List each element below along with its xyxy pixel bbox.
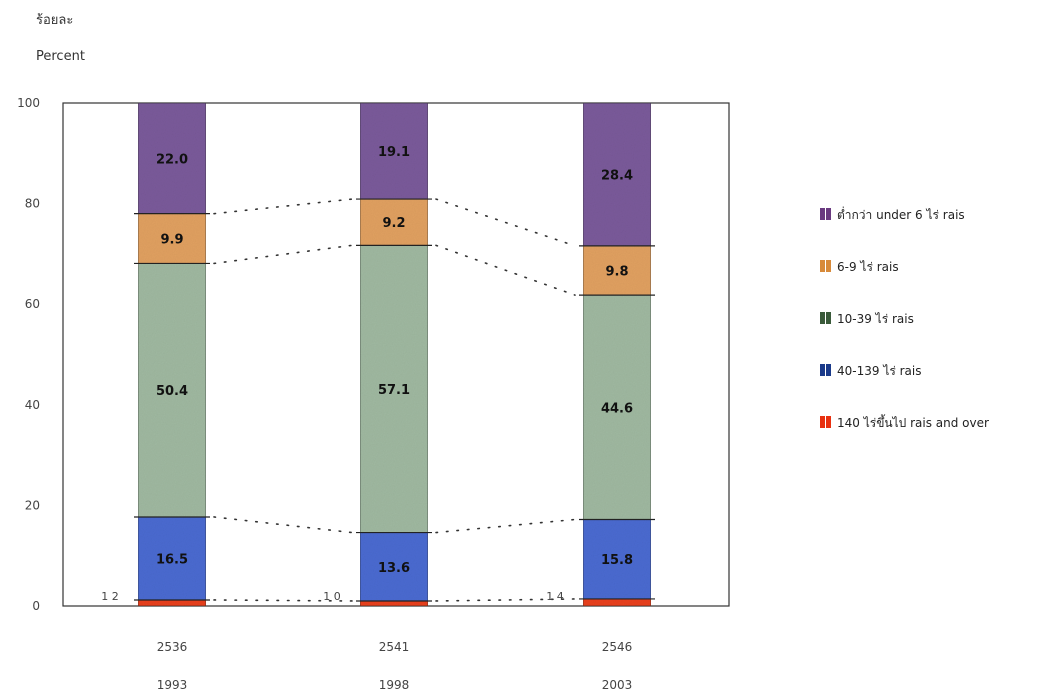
data-label: 28.4 bbox=[601, 168, 633, 183]
legend-swatch bbox=[826, 364, 831, 376]
y-tick-label: 40 bbox=[25, 398, 40, 412]
bar-segment bbox=[359, 532, 429, 602]
bar-segment bbox=[359, 600, 429, 607]
connector-lines bbox=[213, 198, 576, 602]
connector-line bbox=[435, 244, 576, 296]
legend-swatch bbox=[826, 208, 831, 220]
y-title: Percent bbox=[36, 49, 85, 64]
y-tick-label: 0 bbox=[32, 599, 40, 613]
legend-swatch bbox=[826, 416, 831, 428]
connector-line bbox=[435, 598, 576, 602]
legend-label: 6-9 ไร่ rais bbox=[837, 260, 899, 274]
data-label: 1 2 bbox=[101, 590, 119, 603]
y-tick-label: 60 bbox=[25, 297, 40, 311]
data-label: 13.6 bbox=[378, 561, 410, 576]
data-label: 19.1 bbox=[378, 145, 410, 160]
legend-label: 140 ไร่ขึ้นไป rais and over bbox=[837, 414, 989, 430]
y-axis-ticks: 0 20 40 60 80 100 bbox=[17, 96, 40, 613]
legend-swatch bbox=[820, 208, 825, 220]
data-label: 50.4 bbox=[156, 384, 188, 399]
data-label: 15.8 bbox=[601, 553, 633, 568]
bars: 1 2 16.5 50.4 9.9 22.0 1 0 13.6 57.1 9.2 19.1 1 4 1… bbox=[101, 102, 655, 607]
legend-swatch bbox=[820, 364, 825, 376]
legend: ต่ำกว่า under 6 ไร่ rais 6-9 ไร่ rais 10-3… bbox=[820, 206, 989, 430]
legend-swatch bbox=[826, 312, 831, 324]
data-label: 22.0 bbox=[156, 152, 188, 167]
bar-segment bbox=[582, 294, 652, 520]
x-tick-label: 1998 bbox=[379, 678, 410, 692]
data-label: 1 0 bbox=[323, 590, 341, 603]
bar-segment bbox=[582, 102, 652, 247]
connector-line bbox=[213, 198, 353, 215]
x-axis-labels: 2536 1993 2541 1998 2546 2003 bbox=[157, 640, 633, 692]
x-tick-label-thai: 2546 bbox=[602, 640, 633, 654]
data-label: 9.2 bbox=[382, 216, 405, 231]
y-tick-label: 80 bbox=[25, 197, 40, 211]
legend-swatch bbox=[820, 312, 825, 324]
bar-segment bbox=[582, 245, 652, 296]
bar-segment bbox=[359, 198, 429, 246]
data-label: 9.8 bbox=[605, 264, 628, 279]
legend-label: 40-139 ไร่ rais bbox=[837, 364, 922, 378]
legend-swatch bbox=[826, 260, 831, 272]
data-label: 9.9 bbox=[160, 233, 183, 248]
bar-segment bbox=[582, 598, 652, 607]
data-label: 57.1 bbox=[378, 383, 410, 398]
y-tick-label: 20 bbox=[25, 498, 40, 512]
bar-segment bbox=[137, 263, 207, 518]
bar-segment bbox=[359, 245, 429, 533]
bar-segment bbox=[359, 102, 429, 200]
y-tick-label: 100 bbox=[17, 96, 40, 110]
data-label: 1 4 bbox=[546, 590, 564, 603]
x-tick-label: 1993 bbox=[157, 678, 188, 692]
legend-label: ต่ำกว่า under 6 ไร่ rais bbox=[837, 206, 965, 222]
connector-line bbox=[435, 198, 576, 247]
y-title-thai: ร้อยละ bbox=[36, 13, 73, 28]
data-label: 16.5 bbox=[156, 552, 188, 567]
connector-line bbox=[213, 244, 353, 265]
connector-line bbox=[213, 599, 353, 602]
bar-segment bbox=[137, 102, 207, 214]
legend-swatch bbox=[820, 260, 825, 272]
x-tick-label-thai: 2536 bbox=[157, 640, 188, 654]
connector-line bbox=[213, 516, 353, 534]
x-tick-label: 2003 bbox=[602, 678, 633, 692]
legend-swatch bbox=[820, 416, 825, 428]
x-tick-label-thai: 2541 bbox=[379, 640, 410, 654]
data-label: 44.6 bbox=[601, 401, 633, 416]
connector-line bbox=[435, 518, 576, 534]
bar-segment bbox=[137, 599, 207, 607]
bar-segment bbox=[582, 519, 652, 600]
legend-label: 10-39 ไร่ rais bbox=[837, 312, 914, 326]
bar-segment bbox=[137, 213, 207, 264]
